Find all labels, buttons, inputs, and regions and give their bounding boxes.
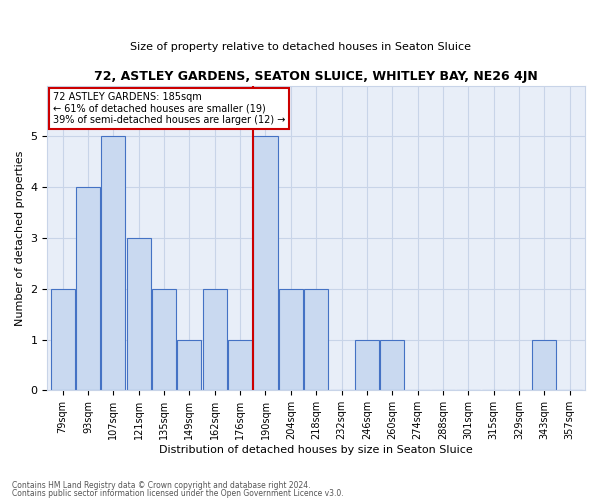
Bar bbox=[532, 340, 556, 390]
Bar bbox=[355, 340, 379, 390]
Bar bbox=[152, 289, 176, 390]
Text: 72 ASTLEY GARDENS: 185sqm
← 61% of detached houses are smaller (19)
39% of semi-: 72 ASTLEY GARDENS: 185sqm ← 61% of detac… bbox=[53, 92, 285, 125]
Text: Size of property relative to detached houses in Seaton Sluice: Size of property relative to detached ho… bbox=[130, 42, 470, 52]
Bar bbox=[50, 289, 74, 390]
Bar bbox=[228, 340, 252, 390]
Title: 72, ASTLEY GARDENS, SEATON SLUICE, WHITLEY BAY, NE26 4JN: 72, ASTLEY GARDENS, SEATON SLUICE, WHITL… bbox=[94, 70, 538, 83]
Bar bbox=[178, 340, 202, 390]
Bar bbox=[253, 136, 278, 390]
Bar bbox=[127, 238, 151, 390]
Bar bbox=[380, 340, 404, 390]
Bar bbox=[101, 136, 125, 390]
Text: Contains HM Land Registry data © Crown copyright and database right 2024.: Contains HM Land Registry data © Crown c… bbox=[12, 481, 311, 490]
X-axis label: Distribution of detached houses by size in Seaton Sluice: Distribution of detached houses by size … bbox=[160, 445, 473, 455]
Bar bbox=[304, 289, 328, 390]
Text: Contains public sector information licensed under the Open Government Licence v3: Contains public sector information licen… bbox=[12, 488, 344, 498]
Bar bbox=[203, 289, 227, 390]
Bar bbox=[76, 187, 100, 390]
Y-axis label: Number of detached properties: Number of detached properties bbox=[15, 150, 25, 326]
Bar bbox=[279, 289, 303, 390]
